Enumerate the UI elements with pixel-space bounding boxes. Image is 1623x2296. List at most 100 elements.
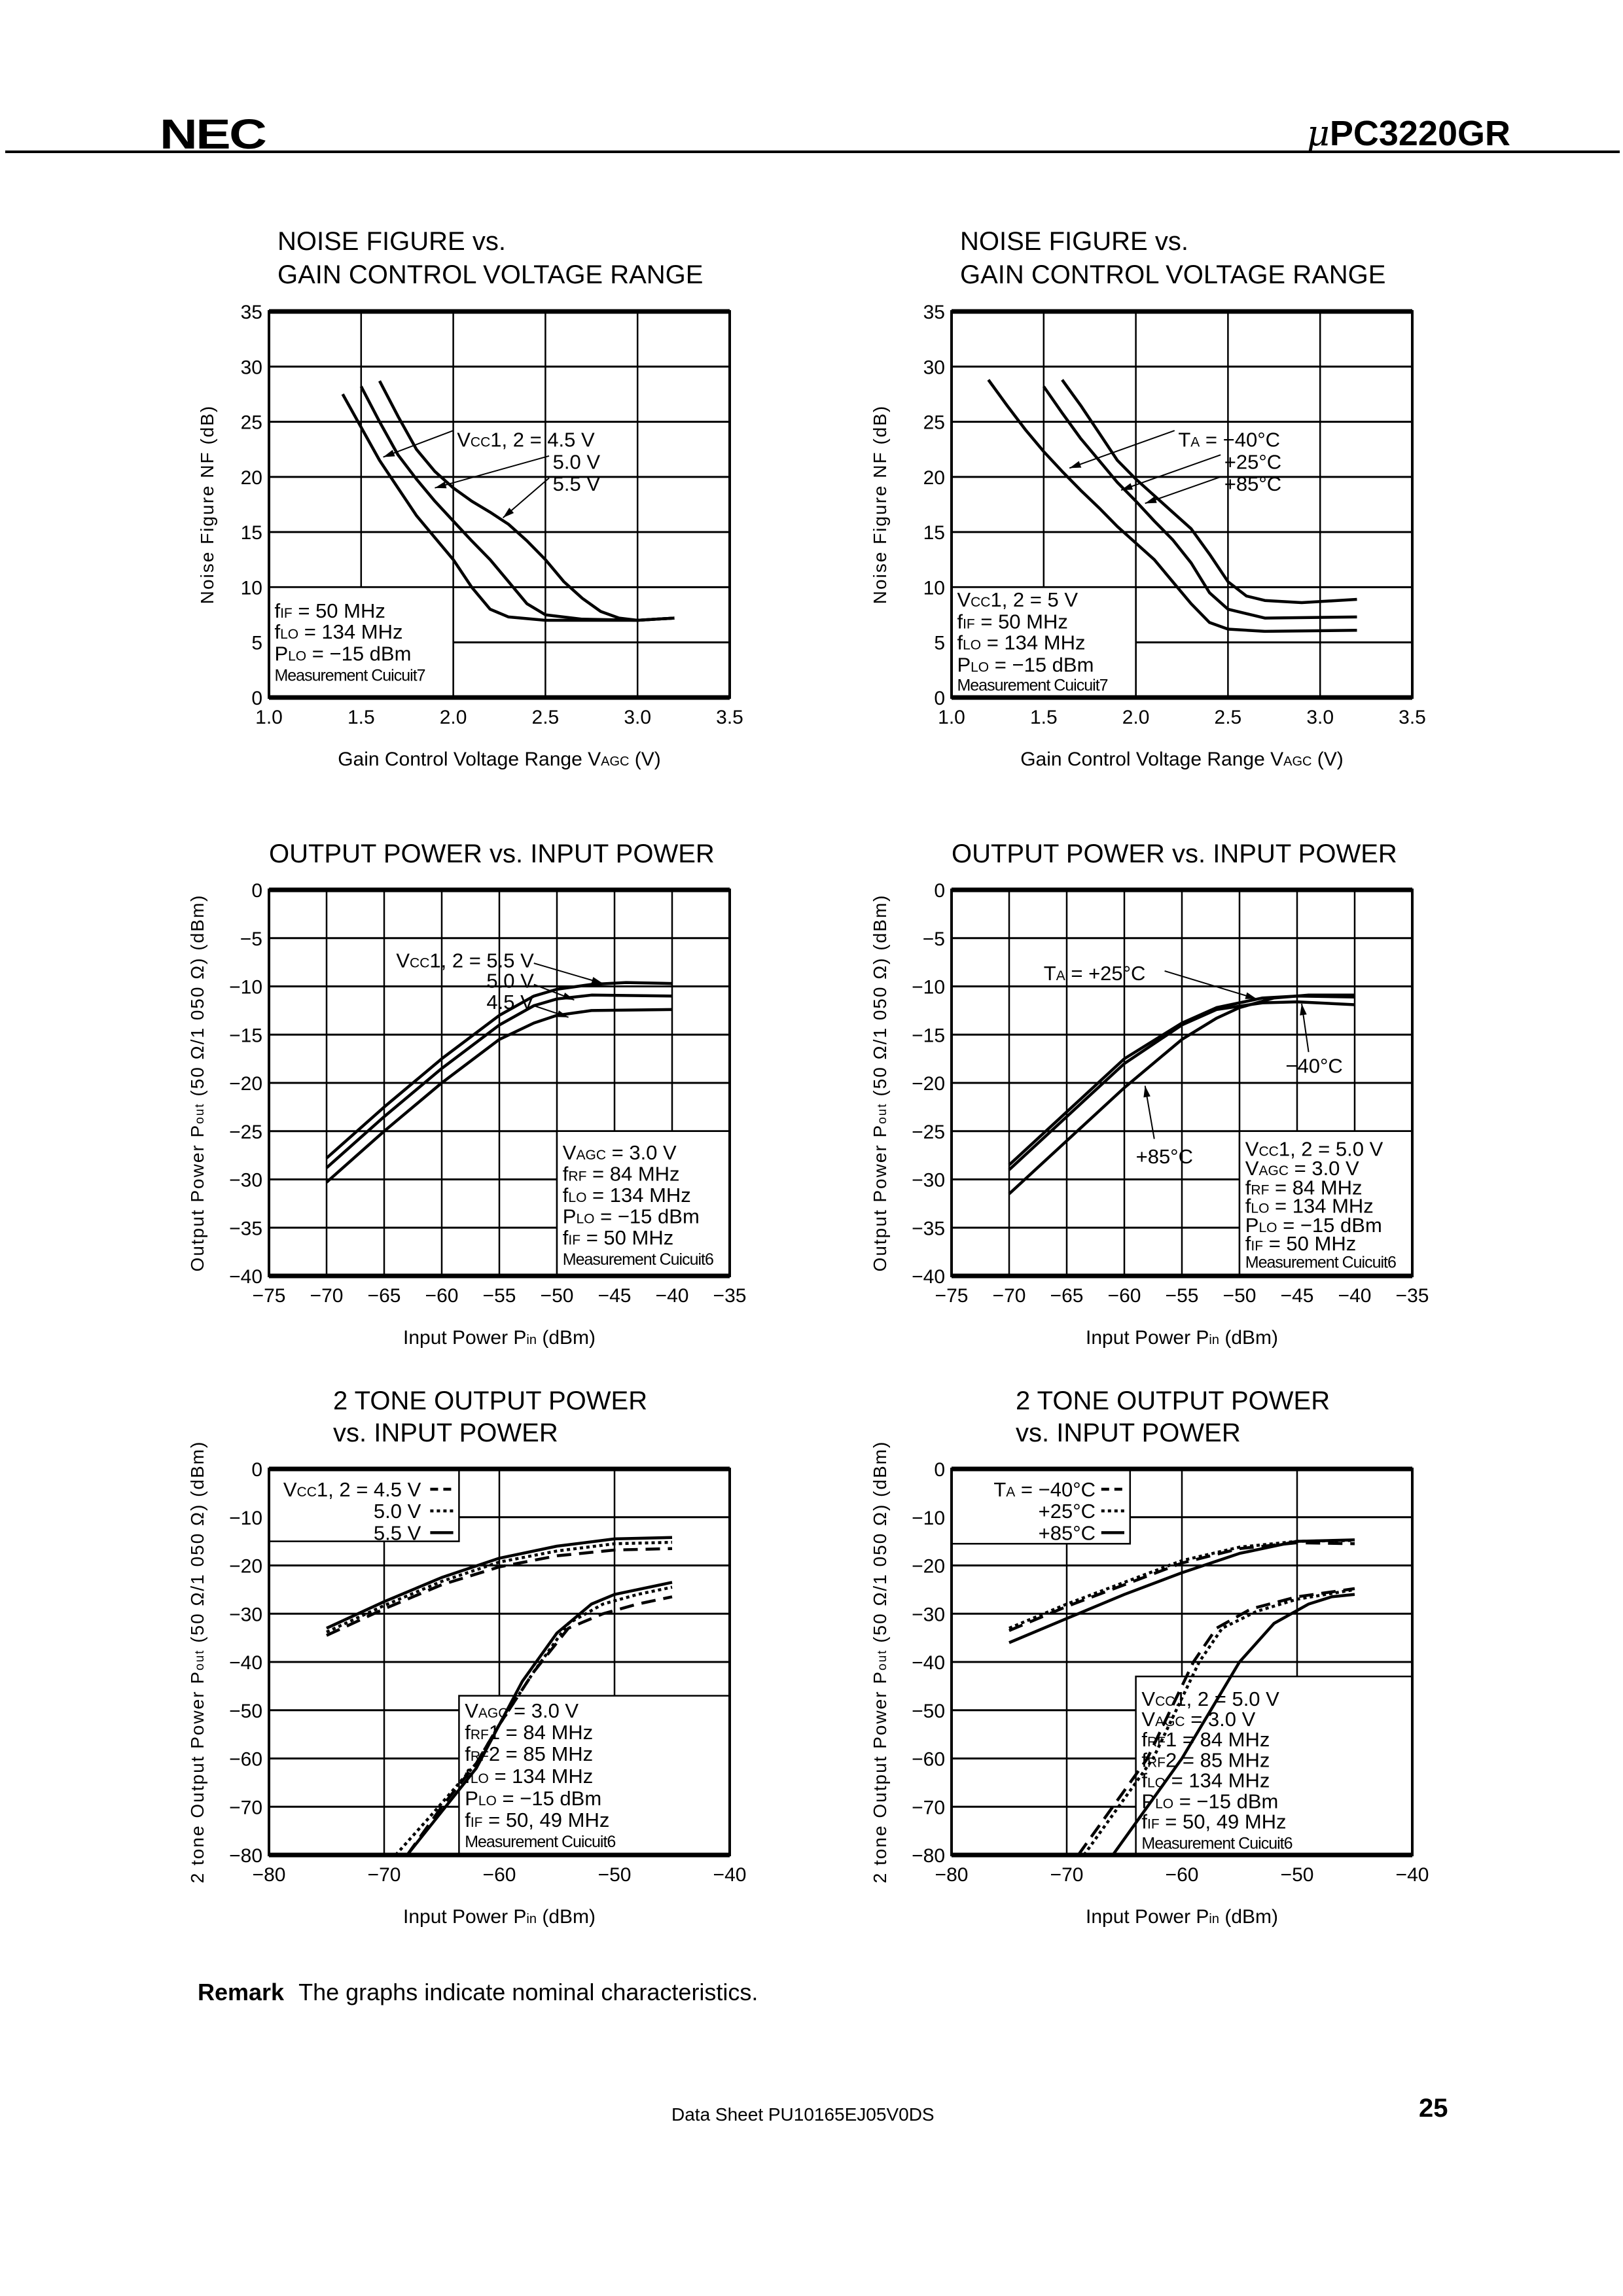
text-segment: V	[1245, 1157, 1259, 1180]
y-tick-label: 0	[934, 880, 945, 902]
text-segment: IF	[568, 1233, 580, 1248]
curve-label: 4.5 V	[486, 991, 534, 1014]
y-tick-label: 20	[923, 467, 945, 489]
series-line	[1077, 1587, 1355, 1856]
chart-title: OUTPUT POWER vs. INPUT POWER	[269, 839, 715, 868]
condition-text: Measurement Cuicuit6	[563, 1250, 713, 1269]
text-segment: +85°C	[1136, 1145, 1193, 1168]
chart-5: 2 TONE OUTPUT POWER vs. INPUT POWER −80 −70…	[187, 1386, 746, 1928]
text-segment: +25°C	[1039, 1500, 1096, 1523]
text-segment: V	[1245, 1137, 1259, 1160]
y-tick-label: −40	[229, 1266, 262, 1288]
y-tick-label: 0	[251, 688, 262, 709]
text-segment: Measurement Cuicuit7	[957, 676, 1107, 694]
text-segment: = 134 MHz	[1166, 1769, 1270, 1792]
condition-text: Measurement Cuicuit6	[1245, 1253, 1396, 1271]
x-tick-label: −75	[935, 1285, 969, 1307]
y-tick-label: −60	[912, 1749, 945, 1771]
series-line	[1008, 1538, 1355, 1644]
y-tick-label: −25	[912, 1122, 945, 1143]
chart-title: NOISE FIGURE vs.	[960, 227, 1188, 256]
y-tick-label: 5	[251, 633, 262, 654]
text-segment: in	[526, 1912, 537, 1926]
condition-text: fLO = 134 MHz	[957, 631, 1085, 654]
text-segment: = 50, 49 MHz	[482, 1809, 609, 1831]
text-segment: = +25°C	[1065, 962, 1146, 985]
leader-line	[1145, 476, 1221, 504]
x-tick-label: 1.5	[1030, 707, 1058, 728]
text-segment: = 134 MHz	[1269, 1194, 1373, 1217]
series-line	[326, 1540, 673, 1634]
text-segment: 5.5 V	[374, 1521, 421, 1544]
text-segment: 1, 2 = 4.5 V	[317, 1478, 421, 1501]
text-segment: = 84 MHz	[1269, 1176, 1362, 1199]
condition-text: VCC1, 2 = 5.0 V	[1245, 1137, 1383, 1160]
text-segment: P	[563, 1205, 577, 1228]
condition-text: PLO = −15 dBm	[957, 653, 1094, 676]
text-segment: AGC	[576, 1148, 606, 1163]
text-segment: 4.5 V	[486, 991, 534, 1014]
chart-title: vs. INPUT POWER	[1016, 1419, 1241, 1447]
text-segment: T	[993, 1478, 1006, 1501]
condition-text: fIF = 50 MHz	[274, 599, 385, 622]
conditions-box	[950, 586, 1137, 699]
document-id: Data Sheet PU10165EJ05V0DS	[671, 2104, 935, 2125]
conditions-box	[1135, 1675, 1414, 1856]
y-tick-label: 20	[241, 467, 262, 489]
x-tick-label: 2.5	[1215, 707, 1242, 728]
text-segment: IF	[1251, 1239, 1263, 1254]
series-line	[987, 379, 1357, 633]
text-segment: f	[465, 1809, 471, 1831]
condition-text: Measurement Cuicuit7	[957, 676, 1107, 694]
x-tick-label: −80	[935, 1864, 969, 1886]
text-segment: = 50 MHz	[975, 610, 1068, 633]
conditions-box	[1238, 1130, 1414, 1277]
text-segment: f	[1141, 1769, 1147, 1792]
series-line	[326, 1536, 673, 1630]
series-line	[325, 981, 673, 1159]
text-segment: LO	[1258, 1220, 1277, 1235]
arrowhead-icon	[562, 993, 575, 1000]
arrowhead-icon	[1245, 992, 1257, 999]
y-tick-label: −50	[912, 1701, 945, 1722]
text-segment: = 3.0 V	[606, 1141, 677, 1164]
condition-text: VCC1, 2 = 5.0 V	[1141, 1687, 1279, 1710]
text-segment: = 3.0 V	[1289, 1157, 1359, 1180]
text-segment: = 50 MHz	[580, 1226, 673, 1249]
text-segment: Measurement Cuicuit6	[1141, 1834, 1292, 1852]
text-segment: f	[274, 599, 280, 622]
text-segment: AGC	[1283, 754, 1311, 769]
text-segment: T	[1178, 429, 1190, 451]
x-axis-label: Input Power Pin (dBm)	[403, 1906, 596, 1928]
y-tick-label: −20	[229, 1556, 262, 1578]
text-segment: f	[957, 610, 963, 633]
part-number: μPC3220GR	[1307, 113, 1510, 154]
x-tick-label: −45	[598, 1285, 632, 1307]
x-tick-label: −50	[541, 1285, 574, 1307]
text-segment: V	[457, 429, 471, 451]
series-line	[341, 393, 675, 622]
text-segment: f	[1141, 1749, 1147, 1772]
curve-label: 5.0 V	[486, 970, 534, 993]
y-tick-label: 10	[241, 577, 262, 599]
series-line	[1008, 993, 1355, 1195]
text-segment: (dBm)	[537, 1906, 596, 1928]
curve-label: +25°C	[1224, 450, 1281, 473]
text-segment: V	[563, 1141, 577, 1164]
legend-box	[268, 1468, 460, 1542]
text-segment: 2 = 85 MHz	[489, 1742, 593, 1765]
text-segment: 1 = 84 MHz	[1166, 1728, 1270, 1751]
x-tick-label: −60	[425, 1285, 459, 1307]
x-tick-label: −60	[1108, 1285, 1141, 1307]
text-segment: V	[283, 1478, 297, 1501]
text-segment: 2 tone Output Power P	[870, 1670, 890, 1883]
condition-text: PLO = −15 dBm	[1245, 1214, 1382, 1237]
arrowhead-icon	[383, 450, 395, 457]
text-segment: CC	[1155, 1694, 1175, 1709]
curve-label: 5.5 V	[553, 472, 601, 495]
text-segment: Noise Figure NF (dB)	[870, 405, 890, 605]
text-segment: IF	[280, 606, 293, 621]
text-segment: = 134 MHz	[298, 620, 402, 643]
nec-logo: NEC	[160, 111, 267, 158]
chart-title: 2 TONE OUTPUT POWER	[1016, 1386, 1330, 1415]
